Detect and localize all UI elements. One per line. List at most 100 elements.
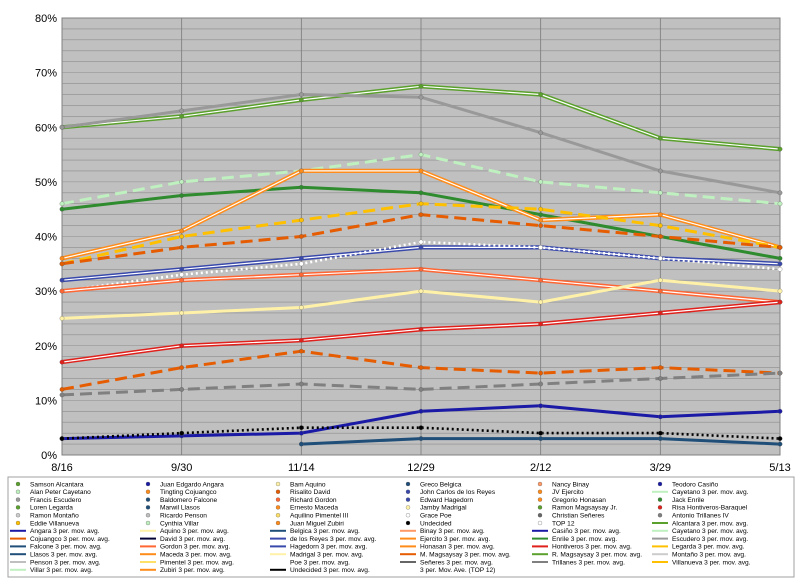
data-point <box>538 206 544 212</box>
data-point <box>298 261 304 267</box>
legend: Samson Alcantara Juan Edgardo Angara Bam A… <box>10 481 751 574</box>
data-point <box>657 212 663 217</box>
data-point <box>179 430 185 436</box>
legend-marker <box>145 489 151 494</box>
legend-label: Falcone 3 per. mov. avg. <box>30 544 102 551</box>
data-point <box>179 113 185 119</box>
data-point <box>538 179 544 185</box>
x-tick-label: 8/16 <box>51 462 72 474</box>
data-point <box>777 299 783 305</box>
legend-label: R. Magsaysay 3 per. mov. avg. <box>552 552 642 559</box>
data-point <box>777 190 783 196</box>
legend-label: Baldomero Falcone <box>160 497 218 504</box>
data-point <box>657 223 663 228</box>
legend-label: Angara 3 per. mov. avg. <box>30 528 100 535</box>
data-point <box>538 212 544 217</box>
data-point <box>59 124 65 130</box>
x-tick-label: 12/29 <box>407 462 435 474</box>
data-point <box>59 359 65 365</box>
data-point <box>538 130 544 136</box>
y-tick-label: 10% <box>35 395 57 407</box>
data-point <box>418 168 424 174</box>
legend-marker <box>15 481 21 487</box>
data-point <box>59 387 65 392</box>
data-point <box>298 425 304 431</box>
legend-label: Ejercito 3 per. mov. avg. <box>420 536 490 543</box>
legend-marker <box>145 505 151 510</box>
legend-label: Penson 3 per. mov. avg. <box>30 559 101 566</box>
legend-label: Maceda 3 per. mov. avg. <box>160 552 232 559</box>
legend-label: Christian Señeres <box>552 513 605 520</box>
data-point <box>538 403 544 409</box>
legend-label: Legarda 3 per. mov. avg. <box>672 544 745 551</box>
legend-label: Samson Alcantara <box>30 481 84 488</box>
data-point <box>657 436 663 441</box>
legend-label: Alcantara 3 per. mov. avg. <box>672 520 748 527</box>
legend-label: Villar 3 per. mov. avg. <box>30 567 93 574</box>
legend-label: Pimentel 3 per. mov. avg. <box>160 559 234 566</box>
legend-marker <box>657 513 663 518</box>
legend-label: Llasos 3 per. mov. avg. <box>30 552 97 559</box>
x-tick-label: 5/13 <box>769 462 790 474</box>
data-point <box>298 305 304 310</box>
y-tick-label: 50% <box>35 177 57 189</box>
legend-label: Grace Poe <box>420 513 452 520</box>
data-point <box>538 217 544 223</box>
data-point <box>538 436 544 441</box>
data-point <box>777 255 783 261</box>
legend-marker <box>537 497 543 502</box>
data-point <box>298 441 304 447</box>
legend-label: Juan Miguel Zubiri <box>290 520 344 527</box>
data-point <box>538 245 544 250</box>
data-point <box>418 425 424 431</box>
legend-label: JV Ejercito <box>552 489 584 496</box>
legend-label: Ernesto Maceda <box>290 505 338 512</box>
data-point <box>418 94 424 100</box>
legend-marker <box>275 489 281 494</box>
y-tick-label: 60% <box>35 122 57 134</box>
data-point <box>538 299 544 305</box>
data-point <box>777 441 783 447</box>
data-point <box>59 277 65 283</box>
legend-label: Casiño 3 per. mov. avg. <box>552 528 621 535</box>
legend-marker <box>405 513 411 518</box>
legend-marker <box>145 497 151 502</box>
x-tick-label: 11/14 <box>288 462 315 474</box>
data-point <box>298 337 304 343</box>
data-point <box>59 316 65 321</box>
legend-label: Juan Edgardo Angara <box>160 481 224 488</box>
legend-label: Cayetano 3 per. mov. avg. <box>672 528 749 535</box>
data-point <box>59 206 65 212</box>
data-point <box>418 83 424 89</box>
data-point <box>418 201 424 207</box>
data-point <box>179 108 185 114</box>
data-point <box>777 266 783 272</box>
legend-label: Honasan 3 per. mov. avg. <box>420 544 495 551</box>
data-point <box>418 212 424 217</box>
legend-label: Nancy Binay <box>552 481 590 488</box>
legend-label: Bam Aquino <box>290 481 326 488</box>
data-point <box>179 228 185 234</box>
legend-marker <box>15 489 21 494</box>
legend-label: Edward Hagedorn <box>420 497 473 504</box>
y-tick-label: 20% <box>35 341 57 353</box>
data-point <box>179 193 185 198</box>
legend-label: Jamby Madrigal <box>420 505 467 512</box>
data-point <box>179 387 185 392</box>
y-tick-label: 70% <box>35 68 57 80</box>
data-point <box>298 217 304 223</box>
legend-label: Ramon Magsaysay Jr. <box>552 505 617 512</box>
y-tick-label: 30% <box>35 286 57 298</box>
data-point <box>657 277 663 283</box>
data-point <box>298 348 304 354</box>
data-point <box>418 288 424 294</box>
legend-box <box>7 476 795 578</box>
data-point <box>657 135 663 141</box>
data-point <box>538 92 544 97</box>
data-point <box>418 408 424 414</box>
data-point <box>657 376 663 381</box>
legend-label: Risa Hontiveros-Baraquel <box>672 505 748 512</box>
legend-marker <box>657 481 663 487</box>
data-point <box>298 381 304 387</box>
